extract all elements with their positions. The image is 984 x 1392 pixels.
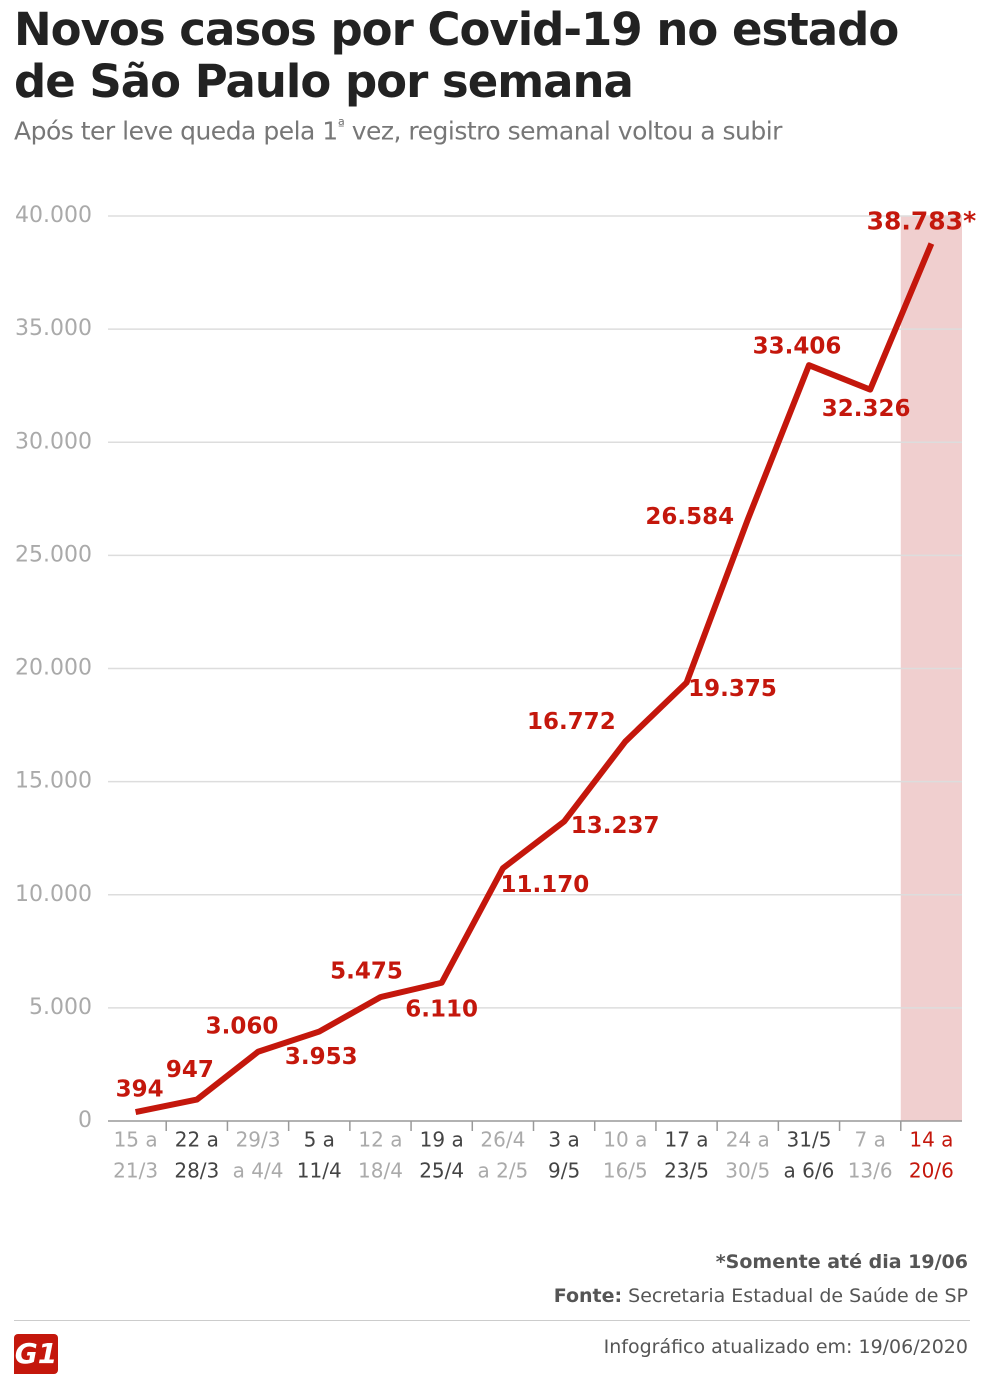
x-tick-label: 7 a	[855, 1128, 886, 1152]
data-label: 33.406	[753, 334, 842, 360]
x-tick-label: 30/5	[725, 1159, 770, 1183]
data-line	[135, 242, 935, 1116]
x-tick-label: a 6/6	[784, 1159, 835, 1183]
y-tick-label: 20.000	[15, 656, 92, 681]
x-tick-label: 15 a	[114, 1128, 158, 1152]
x-tick-label: 25/4	[419, 1159, 464, 1183]
x-tick-label: 28/3	[174, 1159, 219, 1183]
x-tick-label: a 4/4	[233, 1159, 284, 1183]
data-label: 947	[166, 1057, 214, 1083]
x-tick-label: 19 a	[420, 1128, 464, 1152]
y-tick-label: 40.000	[15, 203, 92, 228]
x-tick-label: 26/4	[480, 1128, 525, 1152]
data-label: 16.772	[527, 709, 616, 735]
data-label: 13.237	[571, 813, 660, 839]
x-tick-label: 11/4	[297, 1159, 342, 1183]
data-label: 3.060	[206, 1013, 279, 1039]
x-tick-label: 29/3	[236, 1128, 281, 1152]
x-tick-label: 24 a	[726, 1128, 770, 1152]
data-label: 19.375	[688, 676, 777, 702]
data-label: 32.326	[822, 396, 911, 422]
y-tick-label: 10.000	[15, 882, 92, 907]
data-label: 11.170	[501, 872, 590, 898]
x-tick-label: 22 a	[175, 1128, 219, 1152]
chart-title: Novos casos por Covid-19 no estado de Sã…	[14, 3, 899, 108]
data-label: 26.584	[645, 504, 734, 530]
chart-subtitle: Após ter leve queda pela 1ª vez, registr…	[14, 116, 782, 146]
y-tick-label: 30.000	[15, 429, 92, 454]
x-tick-label: 13/6	[848, 1159, 893, 1183]
x-tick-label: 18/4	[358, 1159, 403, 1183]
x-tick-label: 17 a	[665, 1128, 709, 1152]
data-label: 6.110	[405, 996, 478, 1022]
source: Fonte: Secretaria Estadual de Saúde de S…	[554, 1285, 968, 1307]
x-tick-label: 31/5	[787, 1128, 832, 1152]
source-text: Secretaria Estadual de Saúde de SP	[628, 1285, 968, 1307]
y-tick-label: 0	[78, 1108, 92, 1133]
x-tick-label: 23/5	[664, 1159, 709, 1183]
chart: 0 5.000 10.000 15.000 20.000 25.000 30.000 35.0…	[15, 203, 977, 1183]
data-label: 38.783*	[867, 207, 977, 236]
logo: G1	[14, 1334, 58, 1374]
y-tick-label: 15.000	[15, 769, 92, 794]
x-tick-label: 16/5	[603, 1159, 648, 1183]
data-label: 5.475	[330, 959, 403, 985]
updated: Infográfico atualizado em: 19/06/2020	[603, 1336, 968, 1358]
source-label: Fonte:	[553, 1285, 623, 1307]
y-tick-label: 25.000	[15, 542, 92, 567]
x-tick-label: 10 a	[603, 1128, 647, 1152]
data-label: 394	[116, 1077, 164, 1103]
x-tick-label: 14 a	[909, 1128, 953, 1152]
x-tick-label: 21/3	[113, 1159, 158, 1183]
x-tick-label: 12 a	[358, 1128, 402, 1152]
data-label: 3.953	[285, 1044, 358, 1070]
separator	[14, 1320, 970, 1321]
y-tick-label: 5.000	[29, 995, 92, 1020]
x-tick-label: 3 a	[548, 1128, 579, 1152]
x-tick-label: 9/5	[548, 1159, 580, 1183]
y-tick-label: 35.000	[15, 316, 92, 341]
x-tick-label: a 2/5	[477, 1159, 528, 1183]
note: *Somente até dia 19/06	[715, 1251, 968, 1273]
x-tick-label: 20/6	[909, 1159, 954, 1183]
x-tick-label: 5 a	[304, 1128, 335, 1152]
